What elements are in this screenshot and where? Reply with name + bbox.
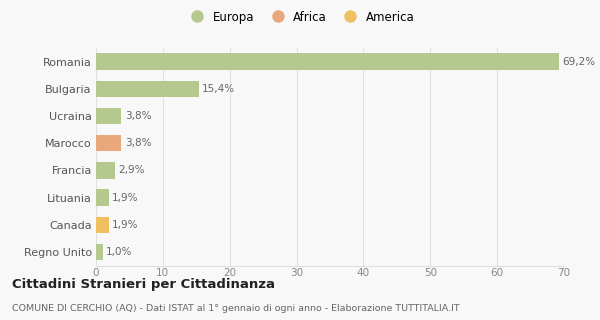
Bar <box>96 135 121 151</box>
Bar <box>96 244 103 260</box>
Text: 2,9%: 2,9% <box>119 165 145 175</box>
Text: Cittadini Stranieri per Cittadinanza: Cittadini Stranieri per Cittadinanza <box>12 278 275 292</box>
Text: 1,9%: 1,9% <box>112 193 139 203</box>
Bar <box>96 108 121 124</box>
Bar <box>96 217 109 233</box>
Text: COMUNE DI CERCHIO (AQ) - Dati ISTAT al 1° gennaio di ogni anno - Elaborazione TU: COMUNE DI CERCHIO (AQ) - Dati ISTAT al 1… <box>12 304 460 313</box>
Text: 15,4%: 15,4% <box>202 84 235 94</box>
Bar <box>96 53 559 70</box>
Text: 3,8%: 3,8% <box>125 138 151 148</box>
Bar <box>96 81 199 97</box>
Bar <box>96 162 115 179</box>
Text: 1,0%: 1,0% <box>106 247 133 257</box>
Text: 3,8%: 3,8% <box>125 111 151 121</box>
Text: 1,9%: 1,9% <box>112 220 139 230</box>
Text: 69,2%: 69,2% <box>562 57 595 67</box>
Bar <box>96 189 109 206</box>
Legend: Europa, Africa, America: Europa, Africa, America <box>181 6 419 28</box>
